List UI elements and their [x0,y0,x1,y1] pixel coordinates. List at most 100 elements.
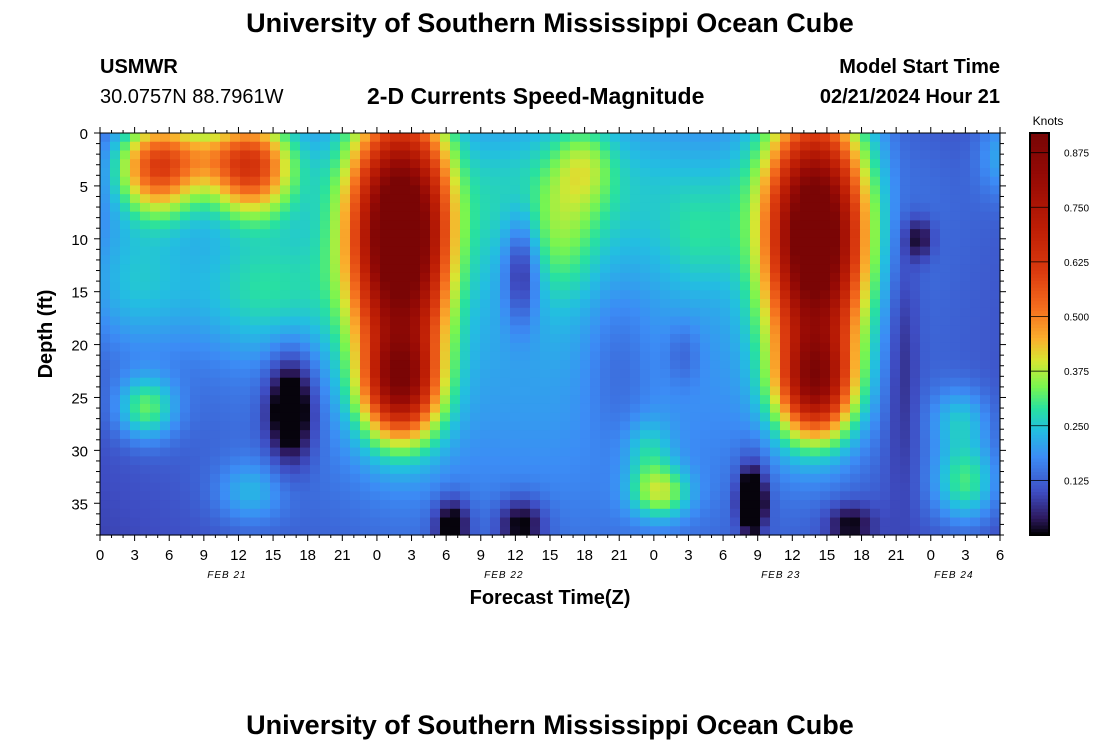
heatmap-cell [960,465,971,475]
heatmap-cell [220,167,231,178]
heatmap-cell [500,430,511,440]
heatmap-cell [180,150,191,160]
heatmap-cell [750,246,761,256]
heatmap-cell [120,307,131,318]
heatmap-cell [620,360,631,370]
heatmap-cell [370,299,381,309]
heatmap-cell [120,421,131,431]
heatmap-cell [840,159,851,169]
heatmap-cell [270,360,281,370]
heatmap-cell [770,150,781,160]
heatmap-cell [680,176,691,187]
heatmap-cell [870,159,881,169]
heatmap-cell [150,412,161,422]
heatmap-cell [670,334,681,344]
heatmap-cell [750,255,761,265]
heatmap-cell [400,403,411,414]
heatmap-cell [660,229,671,239]
heatmap-cell [690,412,701,422]
heatmap-cell [230,255,241,265]
heatmap-cell [510,482,521,492]
heatmap-cell [620,229,631,239]
heatmap-cell [370,255,381,265]
heatmap-cell [210,403,221,414]
heatmap-cell [210,421,221,431]
colorbar-segment [1030,143,1049,147]
heatmap-cell [390,421,401,431]
heatmap-cell [310,220,321,230]
heatmap-cell [790,307,801,318]
heatmap-cell [810,430,821,440]
heatmap-cell [600,412,611,422]
heatmap-cell [680,430,691,440]
heatmap-cell [600,299,611,309]
heatmap-cell [680,500,691,510]
heatmap-cell [430,133,441,143]
heatmap-cell [840,491,851,501]
heatmap-cell [120,194,131,204]
heatmap-cell [750,473,761,484]
colorbar-segment [1030,330,1049,335]
heatmap-cell [510,430,521,440]
heatmap-cell [410,491,421,501]
heatmap-cell [390,159,401,169]
heatmap-cell [890,246,901,256]
heatmap-cell [750,368,761,379]
heatmap-cell [770,456,781,466]
heatmap-cell [400,150,411,160]
heatmap-cell [630,473,641,484]
heatmap-cell [150,526,161,536]
heatmap-cell [630,325,641,335]
heatmap-cell [700,395,711,405]
heatmap-cell [700,360,711,370]
heatmap-cell [440,342,451,353]
heatmap-cell [680,482,691,492]
heatmap-cell [940,167,951,178]
heatmap-cell [500,141,511,152]
heatmap-cell [500,351,511,361]
heatmap-cell [210,351,221,361]
heatmap-cell [100,412,111,422]
heatmap-cell [720,159,731,169]
heatmap-cell [740,141,751,152]
heatmap-cell [280,482,291,492]
heatmap-cell [120,351,131,361]
heatmap-cell [580,395,591,405]
heatmap-cell [470,465,481,475]
heatmap-cell [510,133,521,143]
heatmap-cell [370,500,381,510]
heatmap-cell [140,386,151,396]
heatmap-cell [140,438,151,449]
heatmap-cell [260,430,271,440]
heatmap-cell [120,412,131,422]
heatmap-cell [950,299,961,309]
heatmap-cell [310,141,321,152]
heatmap-cell [490,185,501,195]
heatmap-cell [850,307,861,318]
heatmap-cell [140,526,151,536]
heatmap-cell [640,386,651,396]
heatmap-cell [820,456,831,466]
heatmap-cell [370,272,381,283]
heatmap-cell [800,508,811,519]
heatmap-cell [100,264,111,274]
heatmap-cell [890,482,901,492]
heatmap-cell [200,500,211,510]
heatmap-cell [150,159,161,169]
heatmap-cell [540,194,551,204]
heatmap-cell [190,211,201,221]
heatmap-cell [160,176,171,187]
heatmap-cell [190,334,201,344]
heatmap-cell [940,281,951,291]
heatmap-cell [670,342,681,353]
footer-title: University of Southern Mississippi Ocean… [246,710,854,740]
heatmap-cell [530,465,541,475]
heatmap-cell [140,325,151,335]
heatmap-cell [190,202,201,213]
heatmap-cell [800,281,811,291]
heatmap-cell [140,368,151,379]
heatmap-cell [860,386,871,396]
heatmap-cell [480,403,491,414]
heatmap-cell [560,465,571,475]
heatmap-cell [670,526,681,536]
